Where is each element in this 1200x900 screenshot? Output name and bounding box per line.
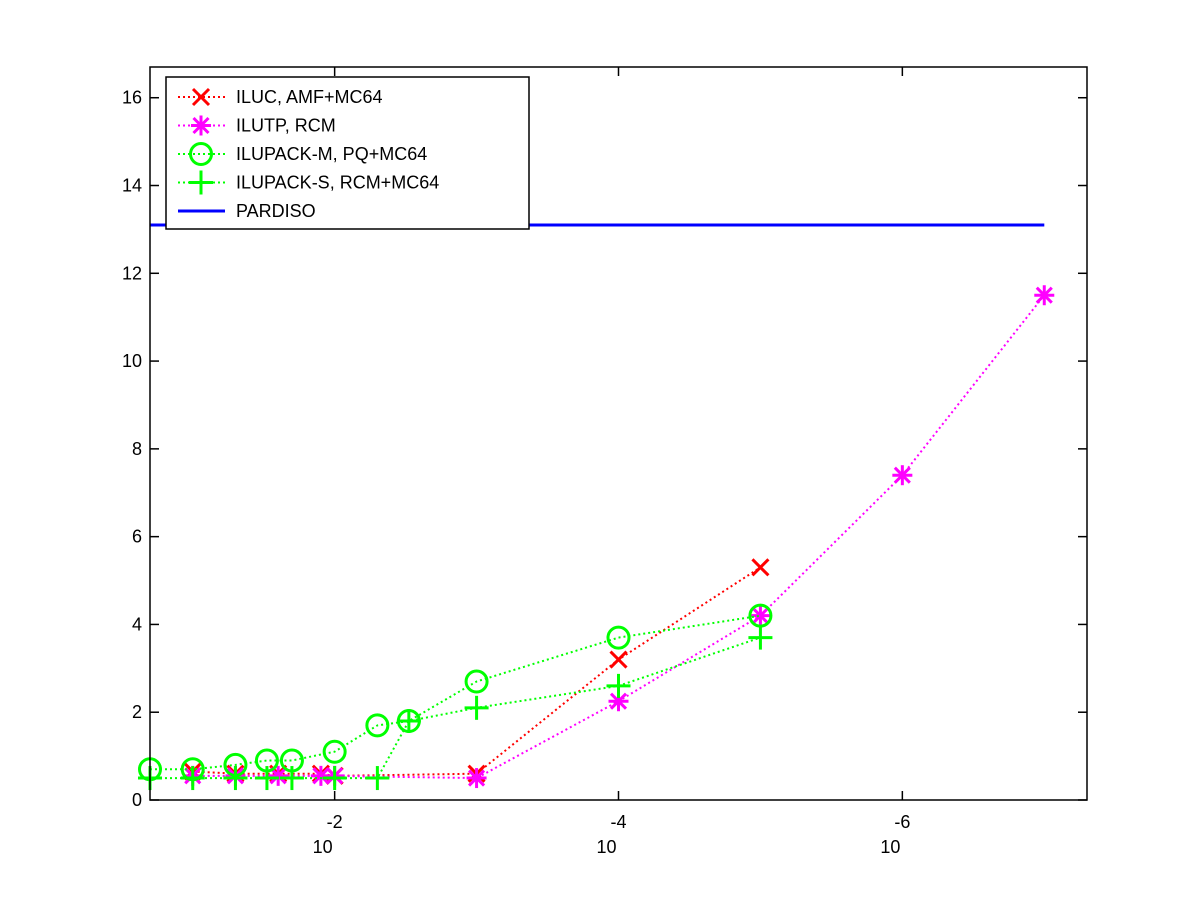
data-point-3-10 [748,625,773,650]
data-point-0-6 [609,650,628,669]
y-tick-label-0: 0 [132,790,142,810]
series-line-1 [192,294,1046,780]
data-point-1-9 [1034,285,1055,306]
x-tick-base-1: 10 [596,837,616,857]
legend-marker-1 [191,115,211,136]
legend-marker-3 [189,170,213,195]
ticks-layer: 0 2 4 6 8 10 12 14 16 10 -2 10 -4 10 -6 [122,67,1087,857]
legend-marker-2 [189,142,213,166]
legend-label-3: ILUPACK-S, RCM+MC64 [236,173,439,193]
data-point-1-8 [892,465,913,486]
data-point-3-8 [464,695,489,720]
series-2 [138,603,773,782]
data-point-3-3 [254,766,279,791]
data-point-3-9 [606,673,631,698]
data-point-2-8 [464,669,489,694]
series-3 [138,625,773,791]
legend-entry-2: ILUPACK-M, PQ+MC64 [178,142,427,166]
data-point-3-7 [396,708,421,733]
legend-label-1: ILUTP, RCM [236,116,336,136]
series-line-2 [150,614,761,771]
data-point-2-9 [606,625,631,650]
data-point-2-6 [365,713,390,738]
data-point-2-5 [322,739,347,764]
data-point-1-5 [466,768,487,789]
x-tick-exponent-2: -6 [894,812,910,832]
legend-label-2: ILUPACK-M, PQ+MC64 [236,144,427,164]
x-tick-exponent-1: -4 [610,812,626,832]
legend-marker-0 [191,87,211,107]
data-point-3-6 [365,766,390,791]
legend: ILUC, AMF+MC64 ILUTP, RCM ILUPACK-M, PQ+MC… [165,76,530,230]
x-tick-base-0: 10 [313,837,333,857]
data-point-3-5 [322,766,347,791]
legend-entry-3: ILUPACK-S, RCM+MC64 [178,170,439,195]
legend-entry-1: ILUTP, RCM [178,115,336,136]
x-tick-exponent-0: -2 [327,812,343,832]
data-point-1-7 [750,605,771,626]
data-point-3-1 [180,766,205,791]
legend-entry-4: PARDISO [178,201,316,221]
y-tick-label-3: 6 [132,527,142,547]
data-point-3-4 [279,766,304,791]
legend-entry-0: ILUC, AMF+MC64 [178,87,383,107]
y-tick-label-1: 2 [132,702,142,722]
legend-label-0: ILUC, AMF+MC64 [236,87,383,107]
data-point-1-2 [268,765,289,786]
data-point-0-7 [751,558,770,577]
y-tick-label-6: 12 [122,263,142,283]
x-tick-base-2: 10 [880,837,900,857]
y-tick-label-8: 16 [122,88,142,108]
series-line-3 [150,636,761,780]
y-tick-label-5: 10 [122,351,142,371]
legend-box [165,76,530,230]
y-tick-label-4: 8 [132,439,142,459]
y-tick-label-7: 14 [122,176,142,196]
legend-label-4: PARDISO [236,201,316,221]
data-point-3-2 [223,766,248,791]
y-tick-label-2: 4 [132,614,142,634]
